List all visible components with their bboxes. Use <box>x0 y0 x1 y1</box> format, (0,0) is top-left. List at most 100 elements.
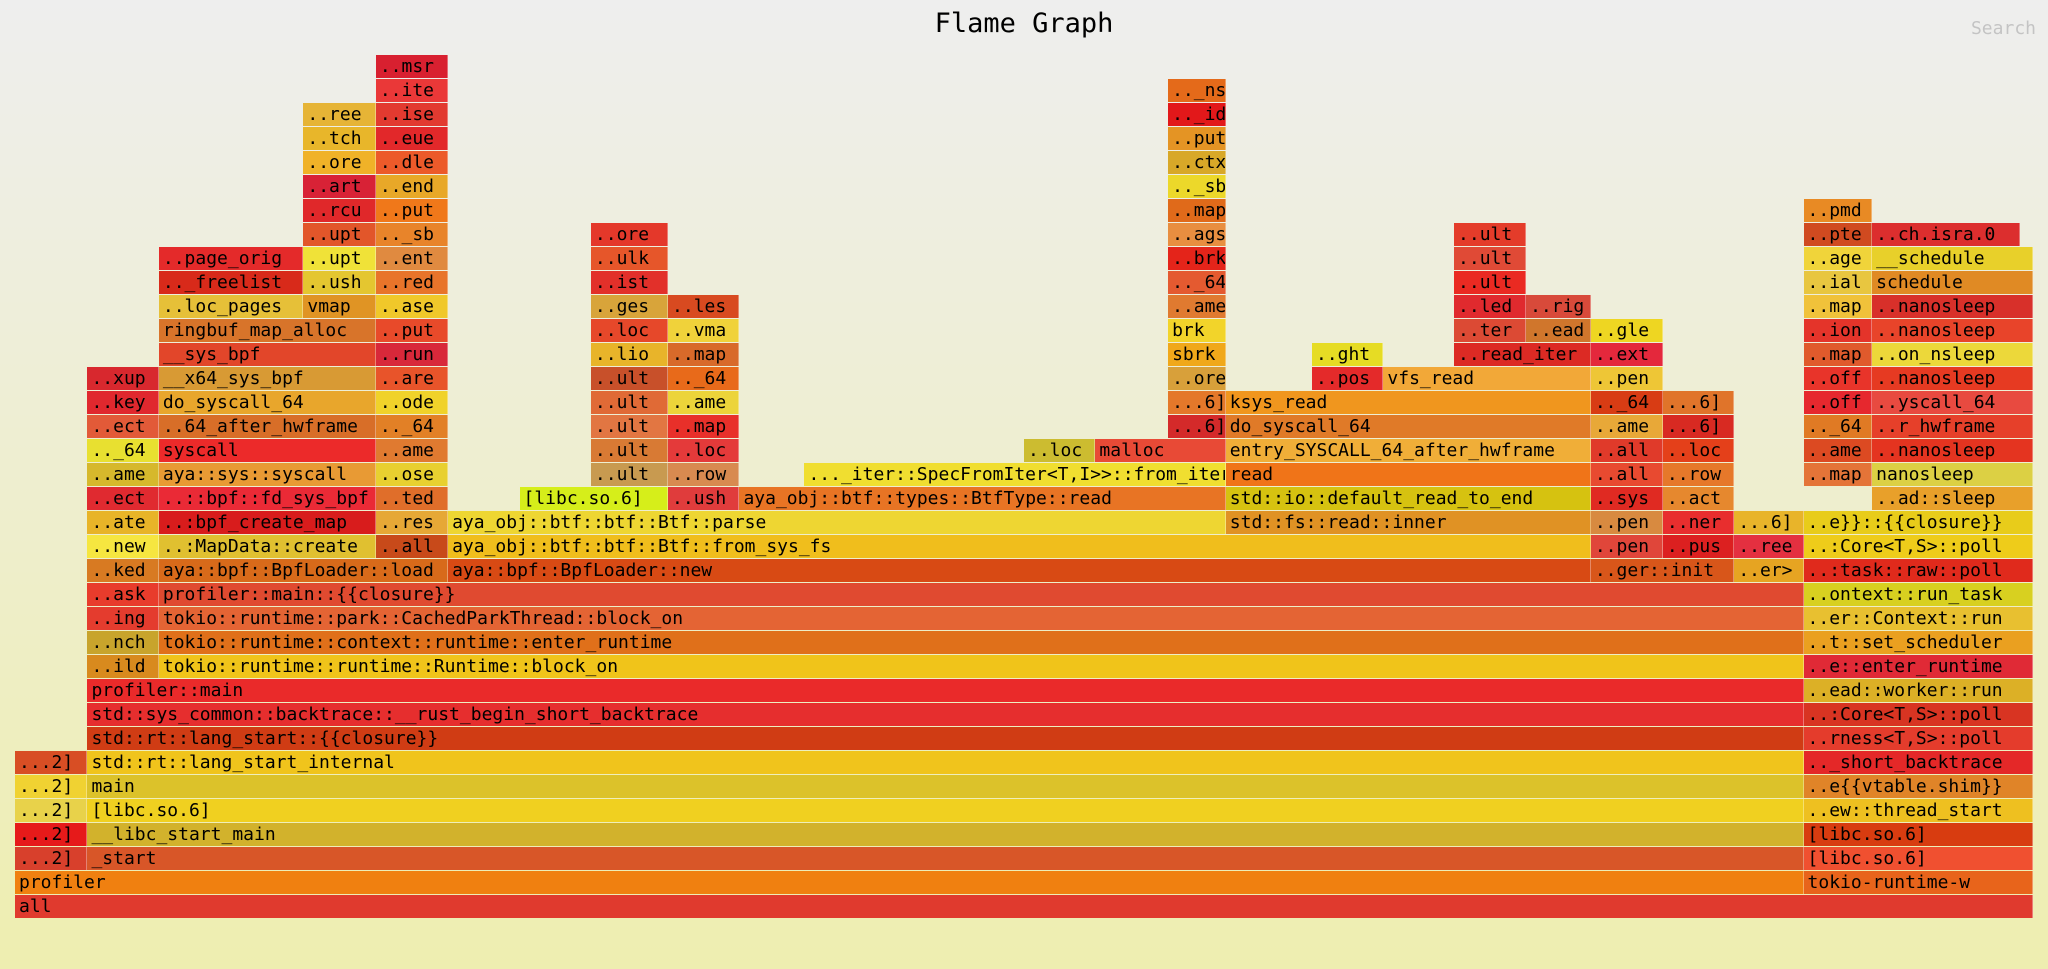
flame-frame[interactable]: ..ase <box>375 295 449 318</box>
flame-frame[interactable]: ..loc <box>1024 439 1096 462</box>
flame-frame[interactable]: [libc.so.6] <box>87 799 1804 822</box>
flame-frame[interactable]: ..on_nsleep <box>1872 343 2033 366</box>
flame-frame[interactable]: ...2] <box>15 847 88 870</box>
flame-frame[interactable]: ..dle <box>375 151 449 174</box>
flame-frame[interactable]: __libc_start_main <box>87 823 1804 846</box>
flame-frame[interactable]: ..ame <box>1803 439 1873 462</box>
flame-frame[interactable]: ..e}}::{{closure}} <box>1803 511 2033 534</box>
flame-frame[interactable]: ..eue <box>375 127 449 150</box>
flame-frame[interactable]: ..sys <box>1590 487 1663 510</box>
flame-frame[interactable]: ..tch <box>303 127 376 150</box>
flame-frame[interactable]: tokio::runtime::runtime::Runtime::block_… <box>158 655 1804 678</box>
flame-frame[interactable]: ...6] <box>1662 415 1735 438</box>
flame-frame[interactable]: ..ist <box>590 271 668 294</box>
flame-frame[interactable]: .._64 <box>668 367 740 390</box>
flame-frame[interactable]: ..:Core<T,S>::poll <box>1803 703 2033 726</box>
flame-frame[interactable]: ..vma <box>668 319 740 342</box>
flame-frame[interactable]: ..red <box>375 271 449 294</box>
flame-frame[interactable]: ..ch.isra.0 <box>1872 223 2021 246</box>
flame-frame[interactable]: __schedule <box>1872 247 2033 270</box>
flame-frame[interactable]: ..ion <box>1803 319 1873 342</box>
flame-frame[interactable]: ..t::set_scheduler <box>1803 631 2033 654</box>
flame-frame[interactable]: ..les <box>668 295 740 318</box>
flame-frame[interactable]: ..all <box>375 535 449 558</box>
flame-frame[interactable]: ..are <box>375 367 449 390</box>
flame-frame[interactable]: ..nanosleep <box>1872 439 2033 462</box>
flame-frame[interactable]: .._64 <box>1590 391 1663 414</box>
flame-frame[interactable]: tokio-runtime-w <box>1803 871 2033 894</box>
flame-frame[interactable]: ..all <box>1590 463 1663 486</box>
flame-frame[interactable]: ..ame <box>668 391 740 414</box>
flame-frame[interactable]: ..lio <box>590 343 668 366</box>
flame-frame[interactable]: ..nanosleep <box>1872 319 2033 342</box>
flame-frame[interactable]: ..ult <box>1454 271 1527 294</box>
flame-frame[interactable]: ..ore <box>303 151 376 174</box>
flame-frame[interactable]: entry_SYSCALL_64_after_hwframe <box>1225 439 1591 462</box>
flame-frame[interactable]: read <box>1225 463 1591 486</box>
flame-frame[interactable]: malloc <box>1095 439 1226 462</box>
flame-frame[interactable]: ..ing <box>87 607 159 630</box>
flame-frame[interactable]: aya::sys::syscall <box>158 463 376 486</box>
flame-frame[interactable]: ..r_hwframe <box>1872 415 2033 438</box>
flame-frame[interactable]: ..ore <box>590 223 668 246</box>
flame-frame[interactable]: .._ns <box>1168 79 1226 102</box>
flame-frame[interactable]: ..new <box>87 535 159 558</box>
flame-frame[interactable]: std::rt::lang_start_internal <box>87 751 1804 774</box>
flame-frame[interactable]: std::fs::read::inner <box>1225 511 1591 534</box>
flame-frame[interactable]: [libc.so.6] <box>519 487 669 510</box>
flame-frame[interactable]: ..map <box>668 415 740 438</box>
flame-frame[interactable]: ..ush <box>668 487 740 510</box>
flame-frame[interactable]: ..run <box>375 343 449 366</box>
flame-frame[interactable]: ..ead <box>1526 319 1591 342</box>
flame-frame[interactable]: ..nanosleep <box>1872 367 2033 390</box>
flame-frame[interactable]: ...6] <box>1168 391 1226 414</box>
flame-frame[interactable]: ..key <box>87 391 159 414</box>
flame-frame[interactable]: ..ore <box>1168 367 1226 390</box>
flame-frame[interactable]: vfs_read <box>1383 367 1591 390</box>
flame-frame[interactable]: ..page_orig <box>158 247 304 270</box>
flame-frame[interactable]: ..map <box>1803 295 1873 318</box>
flame-frame[interactable]: ..act <box>1662 487 1735 510</box>
flame-frame[interactable]: ..ose <box>375 463 449 486</box>
flame-frame[interactable]: ..loc_pages <box>158 295 304 318</box>
flame-frame[interactable]: tokio::runtime::park::CachedParkThread::… <box>158 607 1804 630</box>
flame-frame[interactable]: ..er::Context::run <box>1803 607 2033 630</box>
flame-frame[interactable]: tokio::runtime::context::runtime::enter_… <box>158 631 1804 654</box>
flame-frame[interactable]: ..:MapData::create <box>158 535 376 558</box>
flame-frame[interactable]: ..ulk <box>590 247 668 270</box>
flame-frame[interactable]: .._short_backtrace <box>1803 751 2033 774</box>
flame-frame[interactable]: ..ush <box>303 271 376 294</box>
flame-frame[interactable]: aya::bpf::BpfLoader::new <box>448 559 1591 582</box>
flame-frame[interactable]: ..age <box>1803 247 1873 270</box>
flame-frame[interactable]: ..loc <box>1662 439 1735 462</box>
flame-frame[interactable]: ..ult <box>590 391 668 414</box>
flame-frame[interactable]: .._sb <box>1168 175 1226 198</box>
flame-frame[interactable]: ..ult <box>590 415 668 438</box>
flame-frame[interactable]: ..nanosleep <box>1872 295 2033 318</box>
flame-frame[interactable]: ..map <box>1803 343 1873 366</box>
flame-frame[interactable]: ..ult <box>590 463 668 486</box>
flame-frame[interactable]: ..loc <box>590 319 668 342</box>
flame-frame[interactable]: ..pmd <box>1803 199 1873 222</box>
flame-frame[interactable]: ..art <box>303 175 376 198</box>
flame-frame[interactable]: ..row <box>1662 463 1735 486</box>
flame-frame[interactable]: main <box>87 775 1804 798</box>
flame-frame[interactable]: ...6] <box>1662 391 1735 414</box>
flame-frame[interactable]: .._id <box>1168 103 1226 126</box>
flame-frame[interactable]: .._64 <box>87 439 159 462</box>
flame-frame[interactable]: std::rt::lang_start::{{closure}} <box>87 727 1804 750</box>
flame-frame[interactable]: ..ges <box>590 295 668 318</box>
flame-frame[interactable]: ..ult <box>590 439 668 462</box>
flame-frame[interactable]: ..all <box>1590 439 1663 462</box>
flame-frame[interactable]: ..ial <box>1803 271 1873 294</box>
flame-frame[interactable]: ..e{{vtable.shim}} <box>1803 775 2033 798</box>
flame-frame[interactable]: ..ult <box>1454 247 1527 270</box>
flame-frame[interactable]: ..ner <box>1662 511 1735 534</box>
flame-frame[interactable]: ..led <box>1454 295 1527 318</box>
flame-frame[interactable]: ..ags <box>1168 223 1226 246</box>
flame-frame[interactable]: aya::bpf::BpfLoader::load <box>158 559 449 582</box>
flame-frame[interactable]: ..ode <box>375 391 449 414</box>
flame-frame[interactable]: .._sb <box>375 223 449 246</box>
flame-frame[interactable]: ..upt <box>303 247 376 270</box>
flame-frame[interactable]: do_syscall_64 <box>158 391 376 414</box>
